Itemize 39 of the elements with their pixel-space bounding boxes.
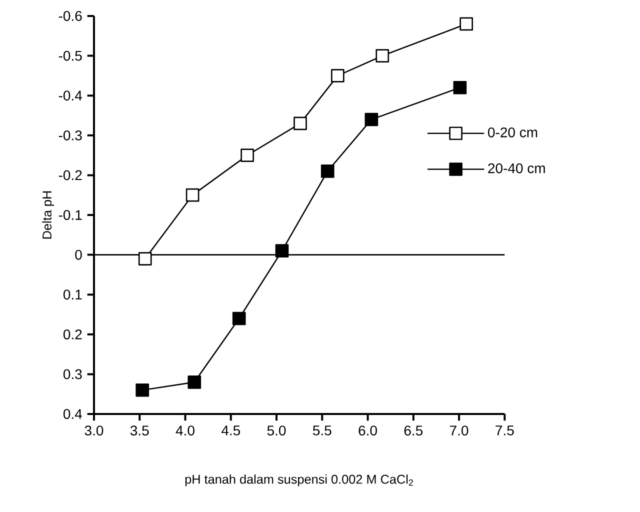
y-tick-label: 0.2 [63, 329, 82, 340]
y-tick-label: -0.2 [58, 170, 82, 180]
point [275, 244, 289, 258]
x-tick-label: 7.0 [450, 426, 468, 436]
y-tick-label: 0.4 [63, 409, 82, 419]
y-tick-label: 0.1 [63, 290, 82, 300]
y-axis-title: Delta pH [42, 191, 54, 239]
x-tick-label: 5.5 [312, 426, 332, 436]
y-tick-label: -0.3 [58, 130, 82, 140]
point [138, 252, 152, 266]
x-tick-label: 3.0 [84, 426, 104, 436]
x-tick-label: 6.0 [358, 426, 377, 436]
point [188, 375, 202, 389]
point [320, 164, 334, 178]
y-tick-label: 0.3 [63, 369, 82, 380]
legend-label: 20-40 cm [488, 163, 545, 174]
point [136, 383, 150, 397]
point [186, 188, 200, 202]
y-tick-label: -0.5 [58, 50, 82, 61]
point [330, 69, 344, 82]
point [453, 80, 467, 94]
point [232, 312, 246, 326]
legend-label: 0-20 cm [488, 127, 538, 138]
point [294, 116, 307, 130]
point [460, 17, 474, 31]
point [364, 112, 378, 126]
y-tick-label: -0.6 [58, 11, 82, 21]
x-tick-label: 3.5 [130, 426, 149, 436]
x-axis-title: pH tanah dalam suspensi 0.002 M CaCl$_{2}$ [185, 474, 413, 486]
point [240, 148, 254, 162]
point [376, 49, 390, 62]
y-tick-label: 0 [75, 250, 82, 260]
x-tick-label: 4.5 [221, 426, 240, 436]
x-tick-label: 4.0 [176, 426, 194, 436]
y-tick-label: -0.4 [58, 90, 82, 101]
y-tick-label: -0.1 [58, 210, 82, 220]
x-tick-label: 5.0 [267, 426, 286, 436]
x-tick-label: 7.5 [496, 426, 514, 436]
x-tick-label: 6.5 [404, 426, 423, 436]
